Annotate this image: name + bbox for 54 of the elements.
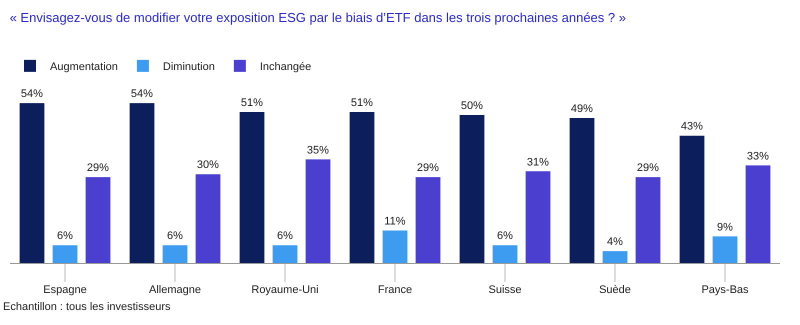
data-label: 11% <box>384 215 406 228</box>
bar <box>746 165 770 263</box>
data-label: 33% <box>746 150 770 162</box>
legend-label: Augmentation <box>50 61 118 74</box>
bar <box>602 251 628 263</box>
data-label: 43% <box>680 120 704 133</box>
bar <box>526 171 550 263</box>
data-label: 50% <box>460 100 484 112</box>
x-tick-label: Suisse <box>488 284 522 296</box>
x-tick-label: Espagne <box>43 284 87 296</box>
x-tick-label: France <box>378 284 412 296</box>
bar <box>492 245 518 263</box>
bar <box>350 112 374 263</box>
bar <box>570 118 594 263</box>
legend-label: Diminution <box>162 61 215 74</box>
data-label: 49% <box>570 102 594 115</box>
data-label: 6% <box>496 230 514 242</box>
x-tick-label: Pays-Bas <box>701 284 750 296</box>
data-label: 6% <box>56 230 74 242</box>
data-label: 51% <box>240 97 264 110</box>
text: Echantillon : tous les investisseurs <box>3 301 172 313</box>
x-tick-label: Allemagne <box>149 284 201 296</box>
legend-label: Inchangée <box>260 61 312 74</box>
data-label: 51% <box>350 97 374 110</box>
data-label: 9% <box>716 221 734 234</box>
bar <box>712 236 738 263</box>
data-label: 6% <box>166 230 184 242</box>
data-label: 29% <box>416 162 440 174</box>
bar <box>240 112 264 263</box>
bar <box>636 177 660 263</box>
x-tick-label: Royaume-Uni <box>251 284 319 296</box>
chart-title: « Envisagez-vous de modifier votre exposition ESG par le biais d’ETF dans les trois prochaines années ? » <box>10 10 626 26</box>
data-label: 29% <box>636 162 660 174</box>
bar <box>52 245 78 263</box>
data-label: 54% <box>130 88 154 100</box>
bar <box>272 245 298 263</box>
data-label: 35% <box>306 144 330 156</box>
bar <box>460 115 484 263</box>
bar <box>306 159 330 263</box>
data-label: 54% <box>20 88 44 100</box>
bar <box>162 245 188 263</box>
data-label: 6% <box>276 230 294 242</box>
data-label: 31% <box>526 156 550 168</box>
bar <box>196 174 220 263</box>
bar <box>680 136 704 263</box>
bar <box>130 103 154 263</box>
bar <box>86 177 110 263</box>
data-label: 29% <box>86 162 110 174</box>
data-label: 30% <box>196 159 220 172</box>
bar <box>382 230 408 263</box>
data-label: 4% <box>606 236 624 248</box>
x-tick-label: Suède <box>599 284 631 296</box>
bar <box>416 177 440 263</box>
bar <box>20 103 44 263</box>
